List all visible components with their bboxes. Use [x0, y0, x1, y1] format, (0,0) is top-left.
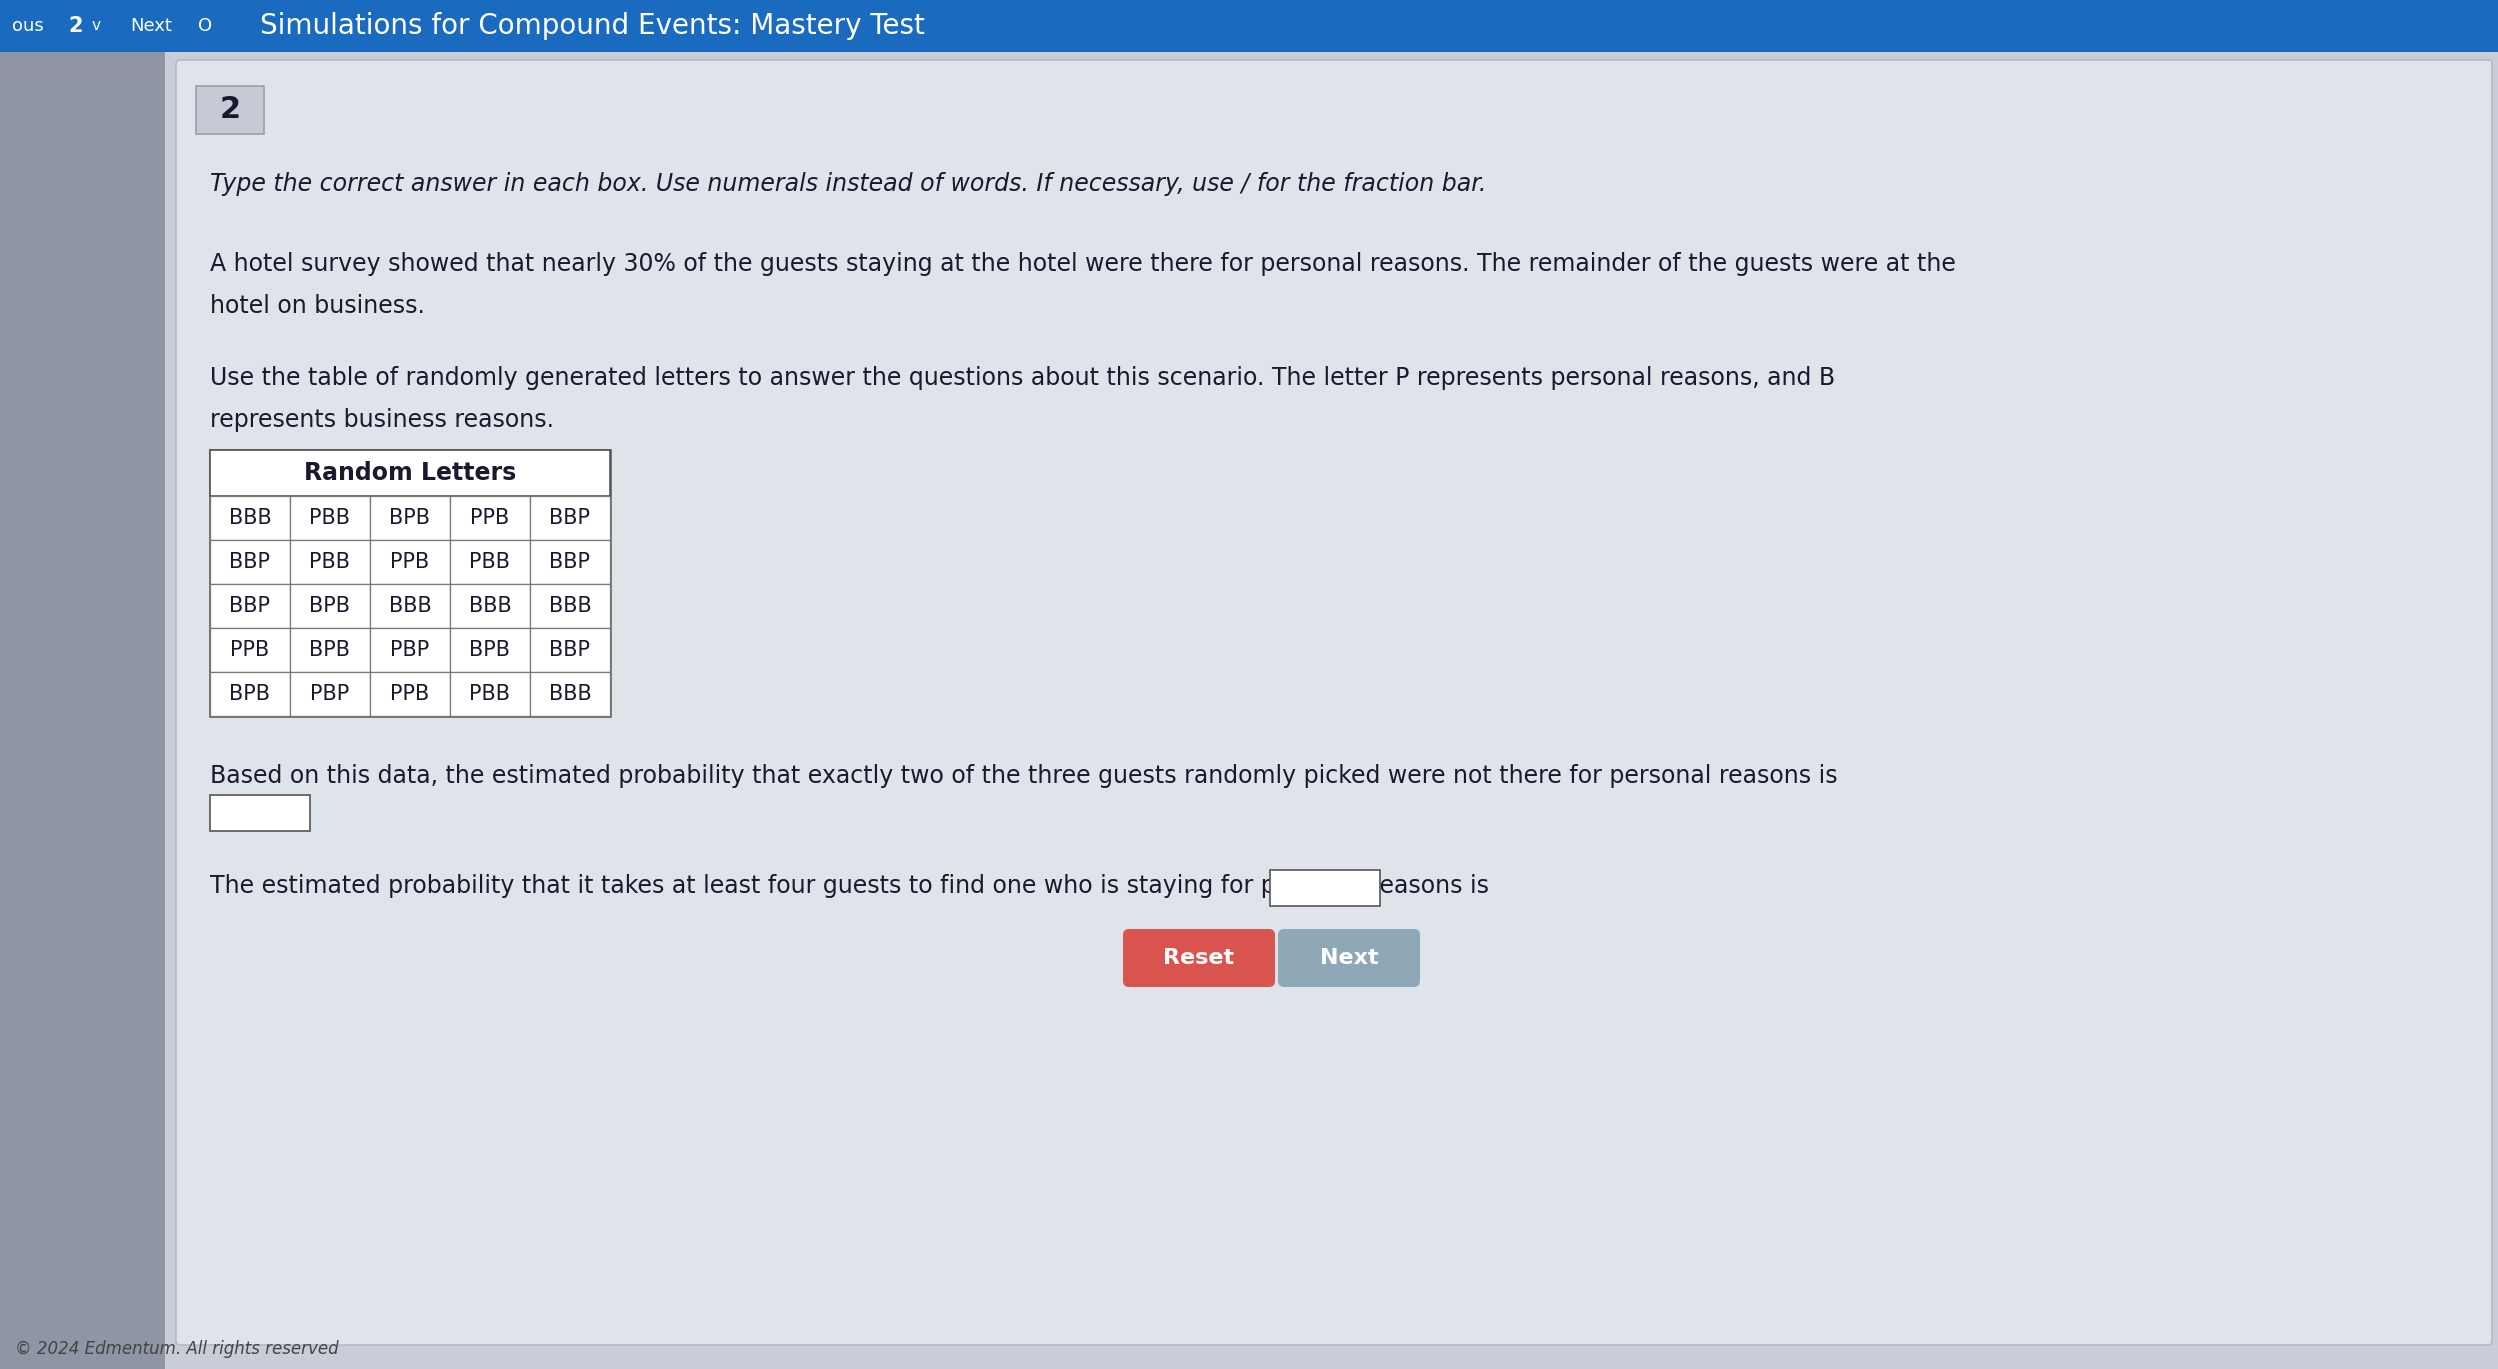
Bar — [530, 585, 610, 628]
Bar — [290, 539, 370, 585]
Bar — [450, 628, 530, 672]
Text: 2: 2 — [67, 16, 82, 36]
Bar — [1269, 871, 1379, 906]
Bar — [290, 672, 370, 716]
Bar — [210, 795, 310, 831]
Bar — [450, 672, 530, 716]
Text: Reset: Reset — [1164, 947, 1234, 968]
Text: PPB: PPB — [470, 508, 510, 528]
Text: BPB: BPB — [390, 508, 430, 528]
Text: Random Letters: Random Letters — [305, 461, 517, 485]
Text: Type the correct answer in each box. Use numerals instead of words. If necessary: Type the correct answer in each box. Use… — [210, 172, 1486, 196]
Text: BPB: BPB — [230, 684, 270, 704]
Text: © 2024 Edmentum. All rights reserved: © 2024 Edmentum. All rights reserved — [15, 1340, 340, 1358]
Text: PBB: PBB — [310, 552, 350, 572]
FancyBboxPatch shape — [1279, 930, 1419, 987]
Bar — [290, 628, 370, 672]
Bar — [290, 496, 370, 539]
Bar — [530, 672, 610, 716]
Bar — [0, 0, 2498, 52]
Bar — [210, 539, 290, 585]
Bar — [450, 585, 530, 628]
Text: BBP: BBP — [230, 596, 270, 616]
Bar — [530, 539, 610, 585]
Bar — [530, 496, 610, 539]
Bar — [370, 496, 450, 539]
Text: v: v — [92, 19, 100, 33]
Text: BBB: BBB — [550, 596, 592, 616]
Text: BBP: BBP — [550, 552, 590, 572]
Text: BBP: BBP — [550, 639, 590, 660]
Bar — [210, 450, 610, 716]
Bar — [370, 539, 450, 585]
Bar — [210, 450, 610, 496]
Bar — [210, 628, 290, 672]
FancyBboxPatch shape — [175, 60, 2493, 1344]
Text: 2: 2 — [220, 96, 240, 125]
Text: PPB: PPB — [230, 639, 270, 660]
Bar — [450, 496, 530, 539]
Text: PBB: PBB — [470, 552, 510, 572]
Text: O: O — [197, 16, 212, 36]
Text: BBP: BBP — [230, 552, 270, 572]
Text: Use the table of randomly generated letters to answer the questions about this s: Use the table of randomly generated lett… — [210, 366, 1836, 390]
Text: A hotel survey showed that nearly 30% of the guests staying at the hotel were th: A hotel survey showed that nearly 30% of… — [210, 252, 1956, 277]
Text: BPB: BPB — [310, 596, 350, 616]
Text: PBP: PBP — [310, 684, 350, 704]
Bar — [0, 52, 165, 1369]
Bar — [370, 628, 450, 672]
Bar — [210, 585, 290, 628]
Text: represents business reasons.: represents business reasons. — [210, 408, 555, 433]
Text: Based on this data, the estimated probability that exactly two of the three gues: Based on this data, the estimated probab… — [210, 764, 1839, 789]
Text: Simulations for Compound Events: Mastery Test: Simulations for Compound Events: Mastery… — [260, 12, 924, 40]
Bar — [450, 539, 530, 585]
Text: The estimated probability that it takes at least four guests to find one who is : The estimated probability that it takes … — [210, 873, 1489, 898]
FancyBboxPatch shape — [1124, 930, 1274, 987]
Text: BBP: BBP — [550, 508, 590, 528]
Bar — [210, 672, 290, 716]
Text: Next: Next — [130, 16, 172, 36]
Bar — [290, 585, 370, 628]
Text: PPB: PPB — [390, 684, 430, 704]
Text: BBB: BBB — [470, 596, 512, 616]
Text: PBP: PBP — [390, 639, 430, 660]
Text: BBB: BBB — [390, 596, 432, 616]
Bar — [210, 496, 290, 539]
Text: ous: ous — [12, 16, 45, 36]
Text: BPB: BPB — [470, 639, 510, 660]
Bar — [530, 628, 610, 672]
Text: PPB: PPB — [390, 552, 430, 572]
Text: PBB: PBB — [470, 684, 510, 704]
Bar — [370, 672, 450, 716]
FancyBboxPatch shape — [195, 86, 265, 134]
Bar — [370, 585, 450, 628]
Text: hotel on business.: hotel on business. — [210, 294, 425, 318]
Text: BPB: BPB — [310, 639, 350, 660]
Text: BBB: BBB — [230, 508, 272, 528]
Text: BBB: BBB — [550, 684, 592, 704]
Text: PBB: PBB — [310, 508, 350, 528]
Text: Next: Next — [1319, 947, 1379, 968]
